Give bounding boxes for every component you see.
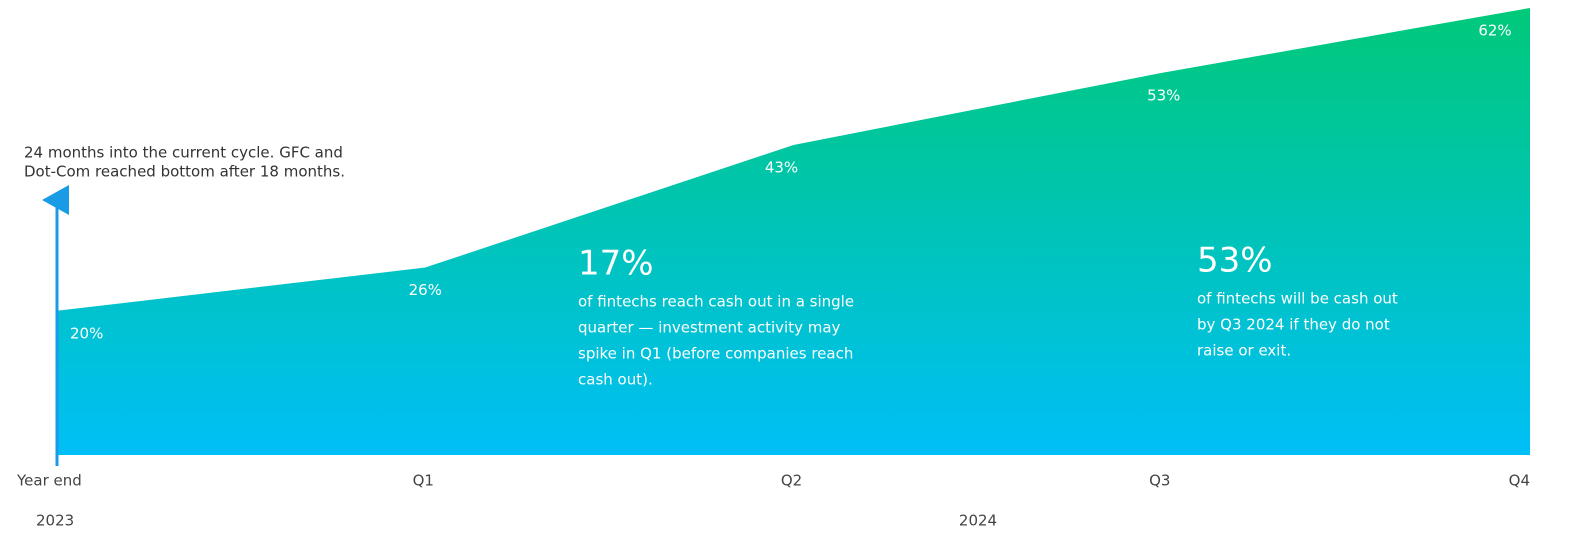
x-group-label: 2023 (36, 512, 74, 530)
callout-text: cash out). (578, 371, 653, 389)
callout-text: of fintechs will be cash out (1197, 290, 1398, 308)
x-tick-label: Q2 (781, 472, 802, 490)
value-label: 43% (765, 158, 798, 176)
x-tick-label: Year end (16, 472, 82, 490)
callout-headline: 17% (578, 244, 654, 284)
callout-text: of fintechs reach cash out in a single (578, 293, 854, 311)
value-label: 53% (1147, 86, 1180, 104)
callout-text: spike in Q1 (before companies reach (578, 345, 853, 363)
callout-headline: 53% (1197, 241, 1273, 281)
callout-text: by Q3 2024 if they do not (1197, 316, 1390, 334)
x-tick-label: Q3 (1149, 472, 1170, 490)
callout-text: raise or exit. (1197, 342, 1291, 360)
x-tick-label: Q1 (413, 472, 434, 490)
annotation: 24 months into the current cycle. GFC an… (24, 144, 343, 162)
area (57, 8, 1530, 455)
x-group-label: 2024 (959, 512, 997, 530)
value-label: 26% (409, 281, 442, 299)
annotation: Dot-Com reached bottom after 18 months. (24, 163, 345, 181)
value-label: 20% (70, 324, 103, 342)
value-label: 62% (1478, 22, 1511, 40)
x-tick-label: Q4 (1509, 472, 1530, 490)
callout-text: quarter — investment activity may (578, 319, 841, 337)
